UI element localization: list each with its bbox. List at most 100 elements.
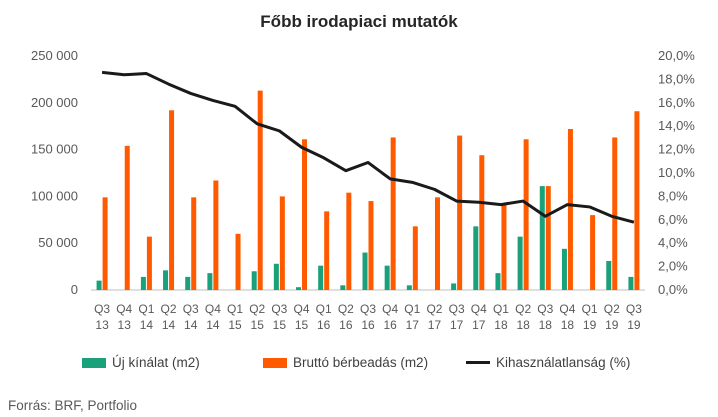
x-tick-label: Q3 13 bbox=[94, 302, 110, 332]
bar-new-supply bbox=[96, 280, 102, 290]
legend-item-new-supply: Új kínálat (m2) bbox=[82, 355, 200, 370]
bar-gross-take-up bbox=[567, 129, 573, 290]
bar-gross-take-up bbox=[390, 137, 396, 290]
bar-gross-take-up bbox=[434, 197, 440, 290]
x-tick-label: Q2 15 bbox=[249, 302, 265, 332]
bar-new-supply bbox=[539, 186, 545, 290]
y-left-tick-label: 100 000 bbox=[31, 188, 78, 203]
y-right-tick-label: 20,0% bbox=[658, 48, 695, 63]
bar-gross-take-up bbox=[634, 111, 640, 290]
bar-new-supply bbox=[561, 248, 567, 290]
y-right-tick-label: 14,0% bbox=[658, 118, 695, 133]
bar-gross-take-up bbox=[346, 192, 352, 290]
x-tick-label: Q3 19 bbox=[626, 302, 642, 332]
bar-new-supply bbox=[185, 276, 191, 290]
bar-new-supply bbox=[473, 226, 479, 290]
x-tick-label: Q1 17 bbox=[404, 302, 420, 332]
vacancy-line bbox=[101, 70, 635, 224]
bar-new-supply bbox=[517, 236, 523, 290]
x-tick-label: Q4 16 bbox=[382, 302, 398, 332]
source-note: Forrás: BRF, Portfolio bbox=[8, 398, 138, 413]
bar-new-supply bbox=[251, 271, 257, 290]
bar-new-supply bbox=[340, 285, 346, 290]
bar-gross-take-up bbox=[191, 197, 197, 290]
x-tick-label: Q1 14 bbox=[138, 302, 154, 332]
x-tick-label: Q3 18 bbox=[537, 302, 553, 332]
bar-gross-take-up bbox=[324, 211, 330, 290]
bar-gross-take-up bbox=[169, 110, 175, 291]
bar-gross-take-up bbox=[279, 196, 285, 290]
x-tick-label: Q1 16 bbox=[316, 302, 332, 332]
bar-gross-take-up bbox=[479, 155, 485, 290]
x-tick-label: Q1 18 bbox=[493, 302, 509, 332]
legend-swatch-new-supply bbox=[82, 357, 106, 368]
y-left-tick-label: 250 000 bbox=[31, 48, 78, 63]
bar-gross-take-up bbox=[302, 139, 308, 290]
bar-gross-take-up bbox=[412, 226, 418, 290]
bar-new-supply bbox=[406, 285, 412, 290]
bar-gross-take-up bbox=[213, 180, 219, 290]
legend-label-vacancy: Kihasználatlanság (%) bbox=[496, 355, 631, 370]
legend-swatch-gross-take-up bbox=[263, 357, 287, 368]
chart-title: Főbb irodapiaci mutatók bbox=[260, 12, 458, 31]
x-tick-label: Q2 14 bbox=[161, 302, 177, 332]
y-left-tick-label: 200 000 bbox=[31, 95, 78, 110]
y-right-tick-label: 6,0% bbox=[658, 212, 688, 227]
y-right-tick-label: 18,0% bbox=[658, 71, 695, 86]
bar-new-supply bbox=[163, 270, 169, 290]
x-tick-label: Q2 17 bbox=[426, 302, 442, 332]
bar-gross-take-up bbox=[257, 90, 263, 290]
bar-gross-take-up bbox=[523, 139, 529, 290]
bar-new-supply bbox=[318, 265, 324, 290]
x-tick-label: Q2 19 bbox=[604, 302, 620, 332]
y-left-tick-label: 50 000 bbox=[38, 235, 78, 250]
bar-new-supply bbox=[451, 283, 457, 290]
x-tick-label: Q3 14 bbox=[183, 302, 199, 332]
y-right-tick-label: 2,0% bbox=[658, 259, 688, 274]
x-axis-ticks: Q3 13 Q4 13 Q1 14 Q2 14 Q3 14 Q4 14 Q1 15 Q2 15 Q3 15 Q4 15… bbox=[94, 302, 642, 332]
x-tick-label: Q2 16 bbox=[338, 302, 354, 332]
legend-label-gross-take-up: Bruttó bérbeadás (m2) bbox=[293, 355, 429, 370]
right-axis-ticks: 0,0% 2,0% 4,0% 6,0% 8,0% 10,0% 12,0% 14,0% 16,0%… bbox=[658, 48, 695, 297]
bar-new-supply bbox=[628, 276, 634, 290]
y-right-tick-label: 12,0% bbox=[658, 142, 695, 157]
bar-new-supply bbox=[362, 252, 368, 290]
bar-series bbox=[96, 90, 640, 291]
bar-gross-take-up bbox=[235, 233, 241, 290]
y-left-tick-label: 0 bbox=[71, 282, 78, 297]
x-tick-label: Q4 18 bbox=[559, 302, 575, 332]
legend-item-gross-take-up: Bruttó bérbeadás (m2) bbox=[263, 355, 428, 370]
legend-swatch-vacancy bbox=[466, 361, 490, 364]
x-tick-label: Q2 18 bbox=[515, 302, 531, 332]
y-right-tick-label: 4,0% bbox=[658, 235, 688, 250]
x-tick-label: Q1 19 bbox=[582, 302, 598, 332]
bar-new-supply bbox=[296, 287, 302, 290]
x-tick-label: Q3 17 bbox=[449, 302, 465, 332]
bar-gross-take-up bbox=[457, 135, 463, 290]
bar-new-supply bbox=[140, 276, 146, 290]
x-tick-label: Q1 15 bbox=[227, 302, 243, 332]
x-tick-label: Q3 16 bbox=[360, 302, 376, 332]
bar-gross-take-up bbox=[612, 137, 618, 290]
y-left-tick-label: 150 000 bbox=[31, 142, 78, 157]
y-right-tick-label: 10,0% bbox=[658, 165, 695, 180]
bar-new-supply bbox=[273, 263, 279, 290]
left-axis-ticks: 0 50 000 100 000 150 000 200 000 250 000 bbox=[31, 48, 78, 297]
bar-gross-take-up bbox=[545, 186, 551, 290]
legend-item-vacancy: Kihasználatlanság (%) bbox=[466, 355, 630, 370]
legend-label-new-supply: Új kínálat (m2) bbox=[112, 355, 200, 370]
bar-new-supply bbox=[207, 273, 213, 290]
y-right-tick-label: 16,0% bbox=[658, 95, 695, 110]
vacancy-line-series bbox=[101, 70, 635, 224]
bar-new-supply bbox=[606, 260, 612, 290]
bar-gross-take-up bbox=[368, 201, 374, 290]
bar-new-supply bbox=[495, 273, 501, 290]
x-tick-label: Q4 13 bbox=[116, 302, 132, 332]
legend: Új kínálat (m2) Bruttó bérbeadás (m2) Ki… bbox=[0, 355, 718, 375]
bar-gross-take-up bbox=[146, 236, 152, 290]
y-right-tick-label: 0,0% bbox=[658, 282, 688, 297]
bar-gross-take-up bbox=[501, 204, 507, 290]
x-tick-label: Q4 15 bbox=[294, 302, 310, 332]
x-tick-label: Q4 14 bbox=[205, 302, 221, 332]
